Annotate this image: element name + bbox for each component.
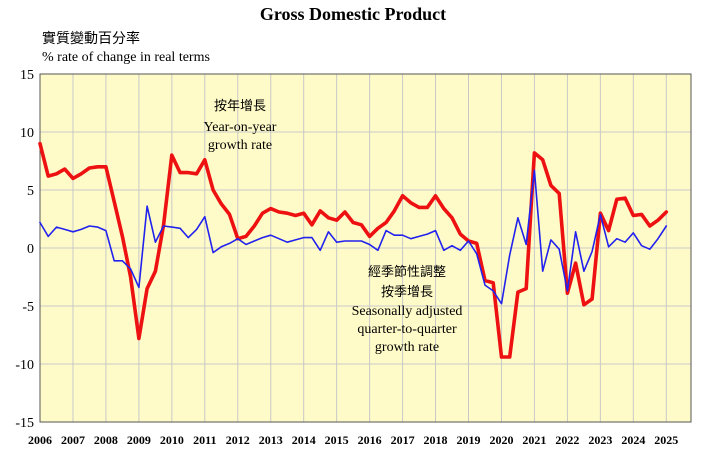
x-tick-label: 2022 xyxy=(555,433,579,447)
x-tick-label: 2012 xyxy=(226,433,250,447)
y-tick-label: -5 xyxy=(22,300,34,315)
yoy-annotation-line1: Year-on-year xyxy=(204,120,277,135)
y-tick-label: -10 xyxy=(15,358,34,373)
qoq-annotation-chinese-line1: 經季節性調整 xyxy=(368,265,446,280)
plot-border xyxy=(39,73,692,423)
x-tick-label: 2017 xyxy=(391,433,415,447)
y-tick-label: 10 xyxy=(20,126,34,141)
grid-lines xyxy=(40,73,691,423)
y-axis-label: % rate of change in real terms xyxy=(42,50,210,65)
qoq-annotation-line2: quarter-to-quarter xyxy=(357,322,457,337)
x-tick-label: 2015 xyxy=(325,433,349,447)
y-tick-label: 15 xyxy=(20,68,34,83)
x-tick-label: 2007 xyxy=(61,433,85,447)
x-tick-label: 2025 xyxy=(654,433,678,447)
x-tick-label: 2021 xyxy=(522,433,546,447)
y-tick-label: -15 xyxy=(15,416,34,431)
x-tick-label: 2024 xyxy=(621,433,645,447)
axes: 15 10 5 0 -5 -10 -15 2006 2007 2008 2009 2010 2011 20… xyxy=(15,68,692,447)
chart-title: Gross Domestic Product xyxy=(259,4,447,24)
y-axis-label-chinese: 實質變動百分率 xyxy=(42,31,140,47)
x-tick-label: 2011 xyxy=(193,433,216,447)
y-tick-label: 0 xyxy=(27,242,34,257)
x-tick-label: 2014 xyxy=(292,433,316,447)
x-tick-label: 2008 xyxy=(94,433,118,447)
series-qoq-growth-line xyxy=(39,169,668,305)
yoy-annotation-chinese: 按年增長 xyxy=(214,99,266,114)
qoq-annotation-chinese-line2: 按季增長 xyxy=(381,285,433,300)
x-tick-label: 2010 xyxy=(160,433,184,447)
x-tick-label: 2013 xyxy=(259,433,283,447)
x-tick-label: 2006 xyxy=(28,433,52,447)
y-tick-label: 5 xyxy=(27,184,34,199)
qoq-annotation-line3: growth rate xyxy=(375,340,439,355)
x-tick-label: 2009 xyxy=(127,433,151,447)
series-lines xyxy=(38,141,669,359)
series-yoy-growth-line xyxy=(38,141,669,359)
x-tick-label: 2016 xyxy=(358,433,382,447)
x-tick-label: 2023 xyxy=(588,433,612,447)
x-tick-label: 2020 xyxy=(489,433,513,447)
yoy-annotation-line2: growth rate xyxy=(208,138,272,153)
x-tick-label: 2018 xyxy=(424,433,448,447)
annotations: 按年增長 Year-on-year growth rate 經季節性調整 按季增… xyxy=(204,99,463,355)
x-tick-label: 2019 xyxy=(457,433,481,447)
qoq-annotation-line1: Seasonally adjusted xyxy=(352,304,463,319)
